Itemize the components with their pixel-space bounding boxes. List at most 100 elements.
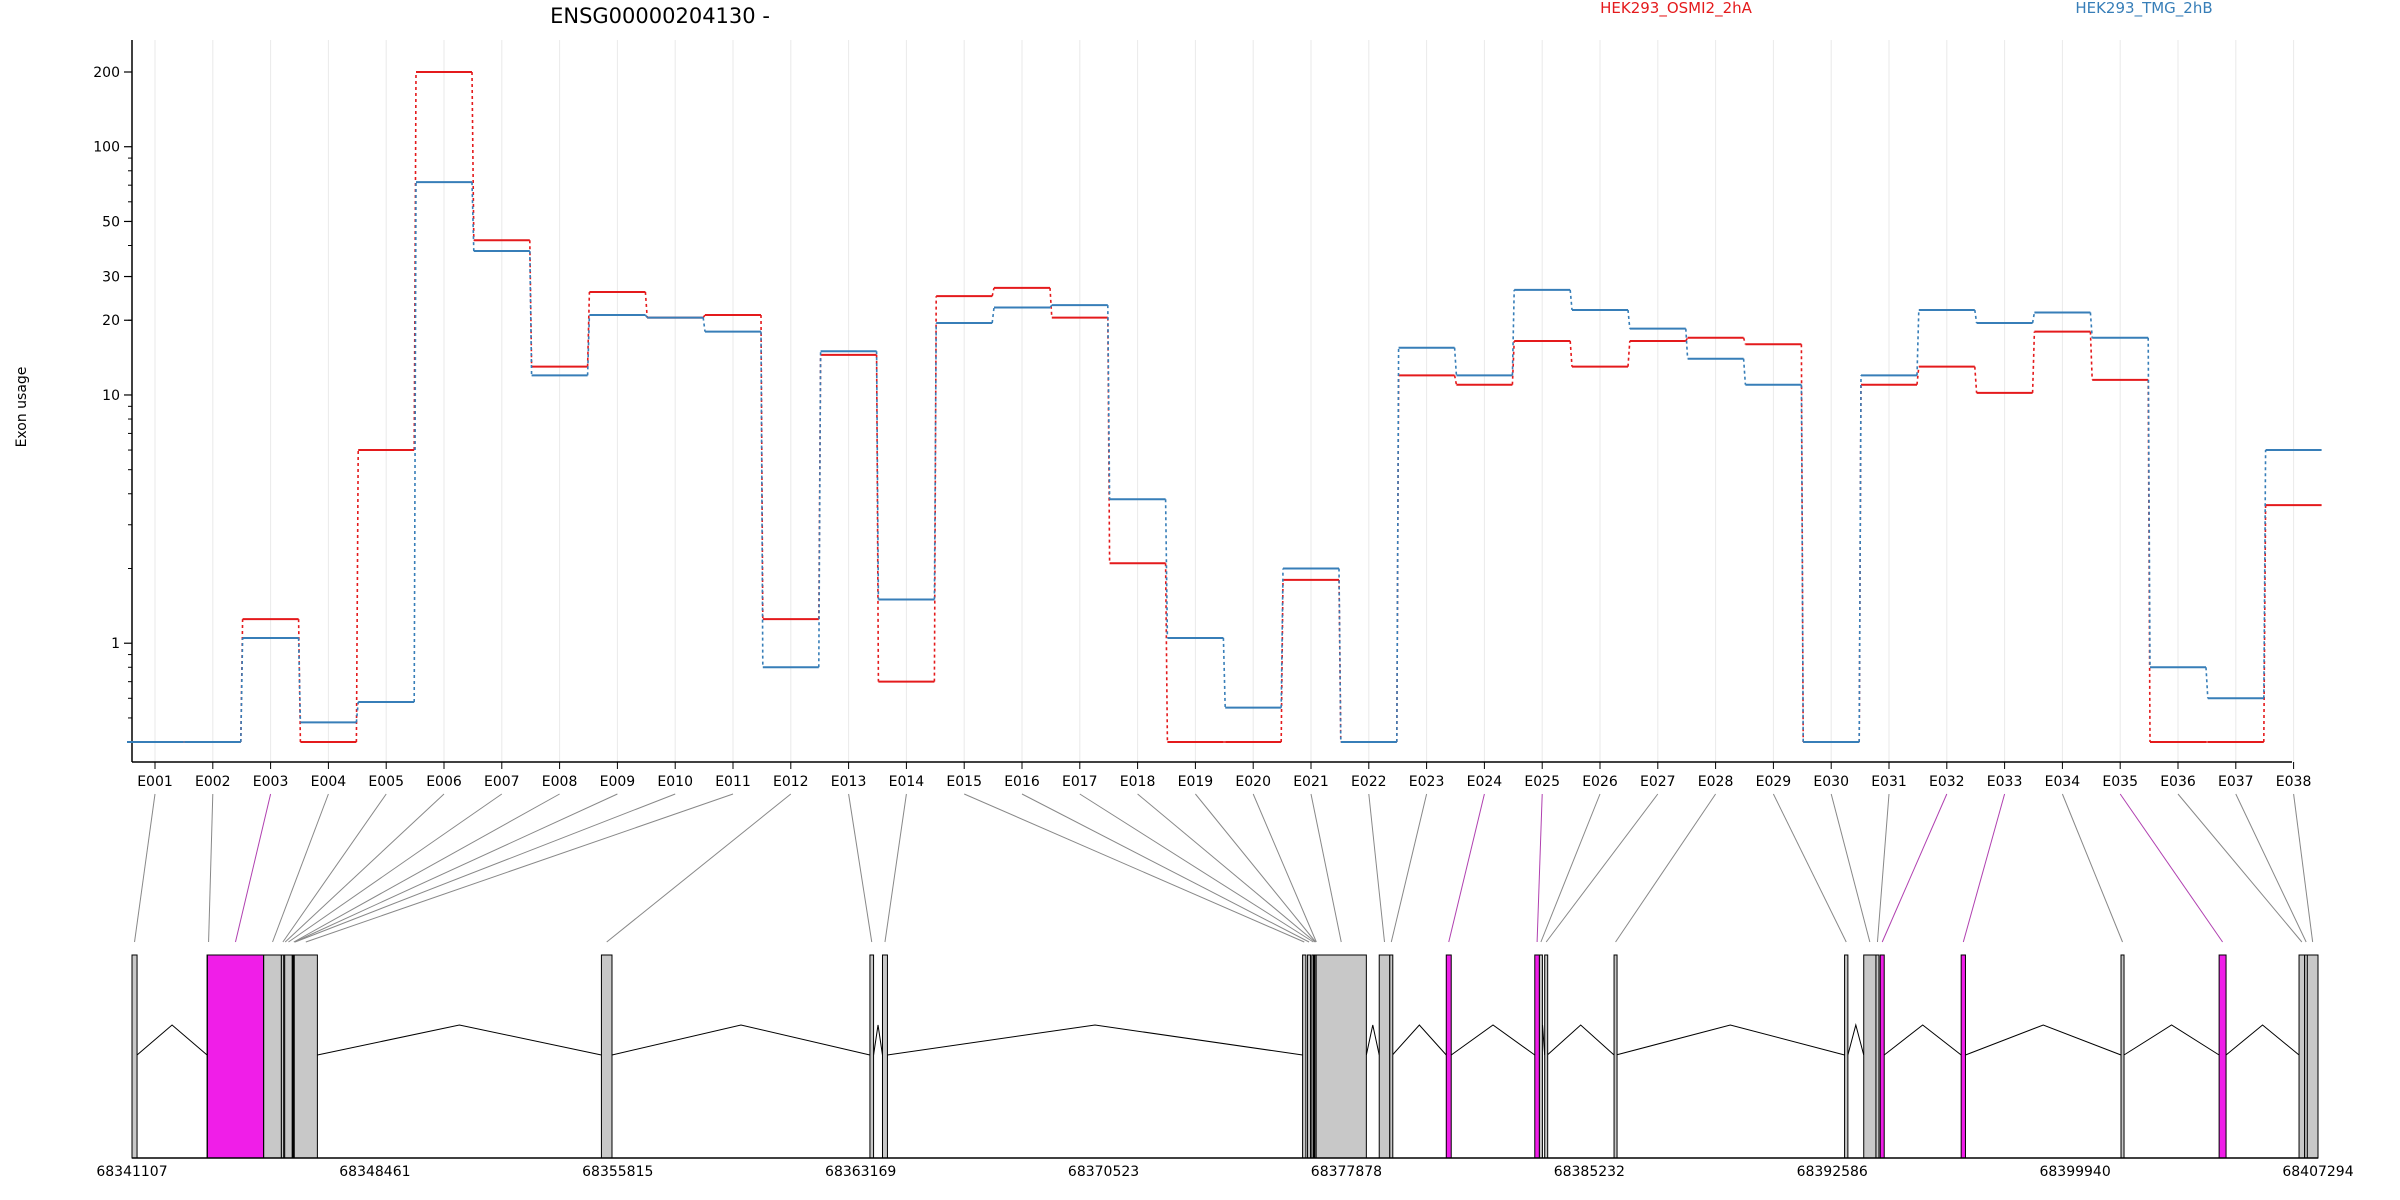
gene-model xyxy=(131,954,2319,1159)
series-transition xyxy=(297,637,302,723)
intron-line xyxy=(887,1024,1303,1056)
exon-box xyxy=(284,954,293,1159)
exon-connector xyxy=(1310,793,1342,943)
series-transition xyxy=(1453,347,1458,376)
x-tick-label: E031 xyxy=(1871,774,1907,790)
exon-connector xyxy=(2235,793,2307,943)
x-tick-label: E003 xyxy=(253,774,289,790)
exon-connector xyxy=(1540,793,1601,943)
axes: 1 10 20 30 50 100 200 E001 E002 E003 E004 E005 E006 E… xyxy=(93,40,2311,790)
series-2 xyxy=(127,181,2322,743)
series-transition xyxy=(1742,358,1747,385)
exon-connector xyxy=(964,793,1305,943)
series-transition xyxy=(1453,375,1458,385)
x-tick-label: E008 xyxy=(542,774,578,790)
exon-connector xyxy=(1876,793,1890,943)
exon-connector xyxy=(2293,793,2314,943)
series-transition xyxy=(2089,312,2093,338)
series-transition xyxy=(586,314,591,376)
x-tick-label: E005 xyxy=(368,774,404,790)
exon-box xyxy=(1613,954,1618,1159)
exon-box xyxy=(206,954,265,1159)
exon-box xyxy=(1875,954,1880,1159)
exon-connector xyxy=(272,793,329,943)
exon-connector xyxy=(2061,793,2123,943)
exon-box xyxy=(2306,954,2319,1159)
exon-connector xyxy=(294,793,676,943)
exon-connector xyxy=(1545,793,1659,943)
x-tick-label: E018 xyxy=(1120,774,1156,790)
exon-connector xyxy=(1830,793,1871,943)
series-transition xyxy=(1338,568,1342,743)
x-tick-label: E009 xyxy=(600,774,636,790)
x-tick-label: E010 xyxy=(657,774,693,790)
series-transition xyxy=(1627,309,1631,329)
exon-connector xyxy=(305,793,734,943)
y-tick-label: 30 xyxy=(102,270,120,286)
x-tick-label: E007 xyxy=(484,774,520,790)
x-tick-label: E023 xyxy=(1409,774,1445,790)
y-tick-label: 200 xyxy=(93,65,120,81)
series-transition xyxy=(355,450,359,743)
exon-box xyxy=(881,954,888,1159)
exon-connector xyxy=(1881,793,1948,943)
y-tick-label: 10 xyxy=(102,388,120,404)
x-tick-label: E030 xyxy=(1813,774,1849,790)
x-tick-label: E019 xyxy=(1178,774,1214,790)
x-tick-label: E002 xyxy=(195,774,231,790)
x-tick-label: E020 xyxy=(1235,774,1271,790)
series-transition xyxy=(2205,667,2209,699)
x-tick-label: E033 xyxy=(1987,774,2023,790)
x-tick-label: E011 xyxy=(715,774,751,790)
series-transition xyxy=(991,287,995,297)
series-1 xyxy=(127,71,2322,743)
exon-connector xyxy=(294,793,618,943)
intron-line xyxy=(2123,1024,2220,1056)
x-tick-label: E034 xyxy=(2045,774,2081,790)
x-tick-label: E024 xyxy=(1467,774,1503,790)
exon-connector xyxy=(293,793,560,943)
exon-connector xyxy=(1962,793,2006,943)
series-transition xyxy=(1685,328,1689,359)
exon-connector xyxy=(2177,793,2303,943)
exon-box xyxy=(1879,954,1885,1159)
exon-connector xyxy=(1137,793,1316,943)
exon-box xyxy=(1445,954,1452,1159)
intron-line xyxy=(1965,1024,2122,1056)
exon-box xyxy=(1844,954,1849,1159)
x-tick-label: E017 xyxy=(1062,774,1098,790)
series-transition xyxy=(1280,568,1284,708)
series-transition xyxy=(1974,366,1978,393)
intron-line xyxy=(317,1024,602,1056)
grid xyxy=(154,40,2295,762)
y-tick-label: 100 xyxy=(93,140,120,156)
exon-box xyxy=(1307,954,1312,1159)
exon-connectors xyxy=(134,793,2314,943)
exon-connector xyxy=(1368,793,1386,943)
intron-line xyxy=(1847,1023,1865,1056)
exon-box xyxy=(1863,954,1877,1159)
series-transition xyxy=(1511,340,1515,385)
coord-tick-label: 68341107 xyxy=(96,1164,167,1180)
series-transition xyxy=(1569,289,1573,311)
x-tick-label: E015 xyxy=(946,774,982,790)
exon-box xyxy=(1302,954,1307,1159)
genomic-coordinate-axis: 68341107 68348461 68355815 68363169 68370523… xyxy=(96,1157,2354,1180)
series-transition xyxy=(2147,337,2151,668)
exon-connector xyxy=(282,793,387,943)
x-tick-label: E001 xyxy=(137,774,173,790)
coord-tick-label: 68370523 xyxy=(1068,1164,1139,1180)
x-tick-label: E021 xyxy=(1293,774,1329,790)
legend-series-1: HEK293_OSMI2_2hA xyxy=(1600,0,1753,18)
exon-connector xyxy=(1615,793,1717,943)
exon-connector xyxy=(1448,793,1485,943)
exon-box xyxy=(2298,954,2306,1159)
x-tick-label: E014 xyxy=(889,774,925,790)
x-tick-label: E026 xyxy=(1582,774,1618,790)
series-transition xyxy=(1107,317,1111,564)
coord-tick-label: 68399940 xyxy=(2039,1164,2110,1180)
series-transition xyxy=(2263,450,2267,699)
exon-connector xyxy=(2119,793,2223,943)
y-tick-label: 50 xyxy=(102,214,120,230)
x-tick-label: E022 xyxy=(1351,774,1387,790)
